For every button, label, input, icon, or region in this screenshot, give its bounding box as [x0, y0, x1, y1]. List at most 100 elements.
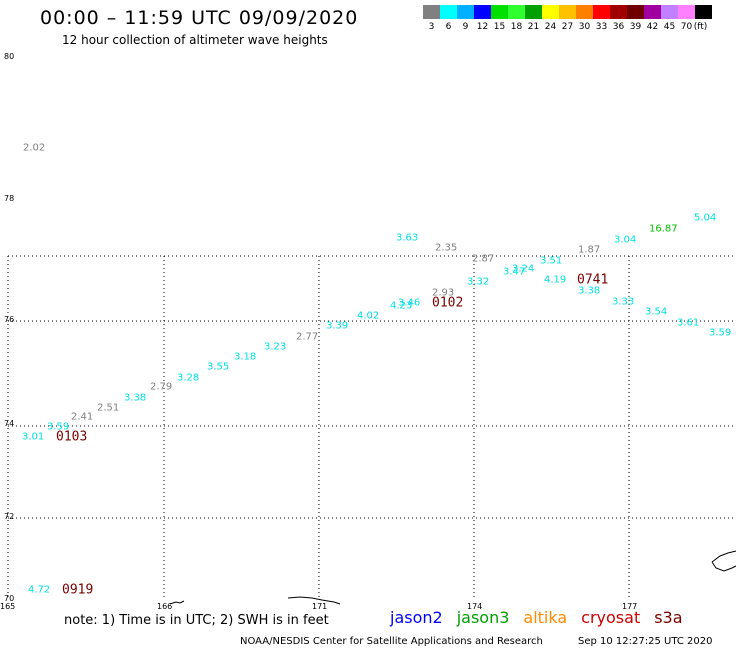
color-scale-label: 39 [629, 22, 642, 32]
wave-height-value: 3.59 [47, 421, 70, 433]
wave-height-value: 2.51 [97, 402, 120, 414]
satellite-legend-item: cryosat [581, 608, 641, 627]
coastline [169, 550, 737, 605]
wave-height-value: 3.18 [234, 351, 257, 363]
color-scale-label: 27 [561, 22, 574, 32]
map-subtitle: 12 hour collection of altimeter wave hei… [62, 33, 328, 47]
color-swatch [661, 5, 678, 19]
color-scale-labels: 3 6 9 12 15 18 21 24 27 30 33 36 39 42 45 70 (ft) [423, 22, 709, 32]
footer-note: note: 1) Time is in UTC; 2) SWH is in fe… [64, 613, 329, 628]
color-swatch [542, 5, 559, 19]
satellite-legend-item: jason3 [456, 608, 510, 627]
wave-height-value: 3.51 [540, 255, 563, 267]
color-scale-label: 15 [493, 22, 506, 32]
color-swatch [627, 5, 644, 19]
lon-label: 174 [467, 602, 483, 611]
color-scale-label: 6 [445, 22, 452, 32]
color-scale-label: 3 [428, 22, 435, 32]
color-swatch [695, 5, 712, 19]
color-swatch [508, 5, 525, 19]
lon-label: 165 [0, 602, 16, 611]
wave-height-value: 3.23 [264, 341, 287, 353]
wave-height-value: 3.54 [645, 306, 668, 318]
lat-label: 76 [4, 315, 15, 324]
wave-height-value: 3.01 [22, 431, 45, 443]
lon-label: 171 [312, 602, 328, 611]
color-scale-label: 24 [544, 22, 557, 32]
wave-height-value: 2.93 [432, 287, 455, 299]
color-swatch [593, 5, 610, 19]
satellite-legend-item: s3a [654, 608, 683, 627]
color-scale-label: 70 [680, 22, 693, 32]
wave-height-value: 4.23 [390, 300, 413, 312]
wave-height-value: 4.72 [28, 584, 51, 596]
wave-height-value: 2.02 [23, 142, 46, 154]
lon-label: 166 [157, 602, 173, 611]
satellite-legend: jason2 jason3 altika cryosat s3a [390, 608, 683, 627]
coastline-segment [169, 600, 185, 605]
wave-height-value: 2.41 [71, 411, 94, 423]
wave-height-value: 3.63 [396, 232, 419, 244]
wave-height-value: 2.35 [435, 242, 458, 254]
color-scale-label: 18 [510, 22, 523, 32]
lat-label: 80 [4, 52, 15, 61]
wave-height-value: 3.38 [124, 392, 147, 404]
color-swatch [440, 5, 457, 19]
wave-height-value: 4.02 [357, 310, 380, 322]
wave-height-value: 3.46 [398, 297, 421, 309]
color-swatch [423, 5, 440, 19]
wave-height-value: 3.33 [612, 296, 635, 308]
color-swatch [678, 5, 695, 19]
credit-line: NOAA/NESDIS Center for Satellite Applica… [240, 636, 543, 647]
wave-height-value: 2.77 [296, 331, 319, 343]
color-swatch [474, 5, 491, 19]
wave-height-value: 3.39 [326, 320, 349, 332]
lat-label: 78 [4, 194, 15, 203]
color-scale-label: 33 [595, 22, 608, 32]
pass-time-label: 0741 [577, 272, 609, 288]
color-swatch [576, 5, 593, 19]
color-scale-label: 12 [476, 22, 489, 32]
color-scale-label: 36 [612, 22, 625, 32]
wave-height-value: 3.04 [614, 234, 637, 246]
wave-height-value: 2.87 [472, 253, 495, 265]
lat-label: 70 [4, 594, 15, 603]
wave-height-value: 16.87 [649, 223, 678, 235]
pass-time-label: 0919 [62, 582, 94, 598]
coastline-segment [711, 550, 737, 572]
color-swatch [491, 5, 508, 19]
lat-label: 72 [4, 512, 15, 521]
map-title: 00:00 – 11:59 UTC 09/09/2020 [40, 7, 359, 29]
satellite-legend-item: altika [523, 608, 568, 627]
pass-time-label: 0103 [56, 429, 88, 445]
wave-height-value: 3.61 [677, 317, 700, 329]
color-swatch [610, 5, 627, 19]
graticule [7, 255, 735, 600]
wave-height-value: 3.28 [177, 372, 200, 384]
wave-height-value: 3.59 [709, 327, 732, 339]
satellite-legend-item: jason2 [390, 608, 443, 627]
color-scale-label: 30 [578, 22, 591, 32]
color-swatch [525, 5, 542, 19]
wave-height-value: 3.47 [503, 266, 526, 278]
color-swatch [559, 5, 576, 19]
wave-height-value: 3.24 [512, 263, 535, 275]
generated-timestamp: Sep 10 12:27:25 UTC 2020 [578, 636, 713, 647]
pass-time-label: 0102 [432, 295, 464, 311]
coastline-segment [287, 596, 341, 605]
lat-label: 74 [4, 419, 15, 428]
lon-label: 177 [622, 602, 638, 611]
color-scale-label: 21 [527, 22, 540, 32]
wave-height-value: 3.55 [207, 361, 230, 373]
wave-height-value: 5.04 [694, 212, 717, 224]
color-scale-label: 9 [462, 22, 469, 32]
color-scale-label: (ft) [693, 22, 708, 32]
color-swatch [457, 5, 474, 19]
color-swatch [644, 5, 661, 19]
wave-height-value: 1.87 [578, 244, 601, 256]
color-scale-label: 42 [646, 22, 659, 32]
wave-height-value: 3.32 [467, 276, 490, 288]
wave-height-value: 4.19 [544, 274, 567, 286]
wave-height-value: 2.79 [150, 381, 173, 393]
